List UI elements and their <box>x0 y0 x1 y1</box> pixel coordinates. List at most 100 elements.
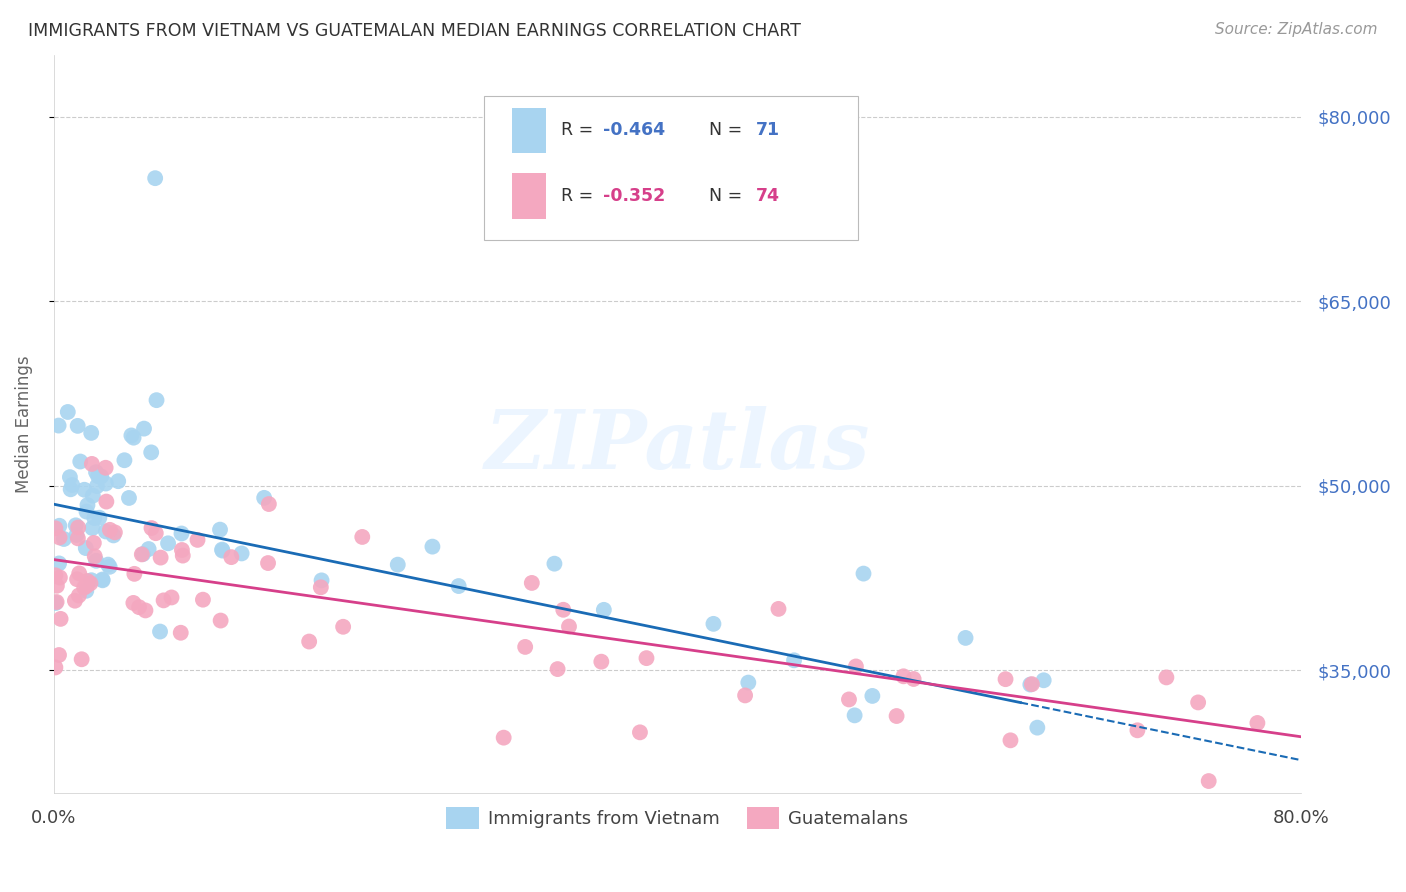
Point <box>48 531 70 545</box>
Text: Source: ZipAtlas.com: Source: ZipAtlas.com <box>1215 22 1378 37</box>
Point <box>49 570 72 584</box>
Point <box>141 521 163 535</box>
Point <box>59 483 82 497</box>
Point <box>515 640 537 654</box>
Bar <box>512 173 547 219</box>
Point <box>1026 721 1049 735</box>
Point <box>143 171 166 186</box>
Point <box>903 672 925 686</box>
Point <box>66 572 89 586</box>
Point <box>543 557 565 571</box>
Point <box>592 603 614 617</box>
Point <box>107 474 129 488</box>
Point <box>52 532 75 546</box>
Point <box>60 478 83 492</box>
Point <box>45 596 67 610</box>
Point <box>186 533 208 547</box>
Text: R =: R = <box>561 187 599 205</box>
Point <box>257 497 280 511</box>
Point <box>1246 716 1268 731</box>
Point <box>1019 677 1042 691</box>
Point <box>67 566 90 581</box>
Point <box>211 542 233 557</box>
Point <box>120 428 142 442</box>
Point <box>852 566 875 581</box>
Point <box>44 568 66 582</box>
Point <box>83 511 105 525</box>
Point <box>44 660 66 674</box>
Point <box>76 498 98 512</box>
Point <box>702 616 724 631</box>
Legend: Immigrants from Vietnam, Guatemalans: Immigrants from Vietnam, Guatemalans <box>439 799 915 836</box>
Point <box>48 648 70 662</box>
Point <box>69 454 91 468</box>
Bar <box>512 108 547 153</box>
Point <box>734 689 756 703</box>
Point <box>122 431 145 445</box>
Point <box>75 541 97 555</box>
Point <box>591 655 613 669</box>
Point <box>65 518 87 533</box>
Point <box>955 631 977 645</box>
Point <box>48 418 70 433</box>
Point <box>124 566 146 581</box>
Point <box>122 596 145 610</box>
Point <box>298 634 321 648</box>
Point <box>89 510 111 524</box>
Point <box>520 576 543 591</box>
Point <box>231 546 253 560</box>
Point <box>160 591 183 605</box>
Point <box>492 731 515 745</box>
Point <box>893 669 915 683</box>
Point <box>67 520 90 534</box>
Point <box>422 540 444 554</box>
Point <box>65 528 87 542</box>
Point <box>1021 677 1043 691</box>
Point <box>191 592 214 607</box>
Point <box>84 554 107 568</box>
Text: -0.464: -0.464 <box>603 121 665 139</box>
Point <box>44 521 66 535</box>
Text: R =: R = <box>561 121 599 139</box>
Point <box>1000 733 1022 747</box>
Point <box>783 653 806 667</box>
Point <box>553 603 575 617</box>
Point <box>87 469 110 483</box>
Point <box>82 489 104 503</box>
Point <box>86 479 108 493</box>
Point <box>67 589 90 603</box>
Point <box>208 523 231 537</box>
Point <box>45 579 67 593</box>
Point <box>257 556 280 570</box>
Point <box>75 583 97 598</box>
Point <box>209 614 232 628</box>
FancyBboxPatch shape <box>484 95 858 240</box>
Point <box>80 425 103 440</box>
Point <box>73 483 96 497</box>
Point <box>66 418 89 433</box>
Point <box>547 662 569 676</box>
Point <box>79 576 101 591</box>
Point <box>134 603 156 617</box>
Point <box>332 620 354 634</box>
Point <box>860 689 883 703</box>
Point <box>112 453 135 467</box>
Point <box>132 547 155 561</box>
Point <box>91 574 114 588</box>
Point <box>83 549 105 564</box>
Point <box>80 573 103 587</box>
Point <box>768 602 790 616</box>
Point <box>96 494 118 508</box>
Point <box>845 659 868 673</box>
Point <box>94 460 117 475</box>
Point <box>170 526 193 541</box>
Point <box>83 536 105 550</box>
Point <box>48 557 70 571</box>
Point <box>63 593 86 607</box>
Point <box>56 405 79 419</box>
Point <box>98 559 121 574</box>
Point <box>628 725 651 739</box>
Point <box>138 542 160 557</box>
Text: N =: N = <box>709 187 748 205</box>
Point <box>76 579 98 593</box>
